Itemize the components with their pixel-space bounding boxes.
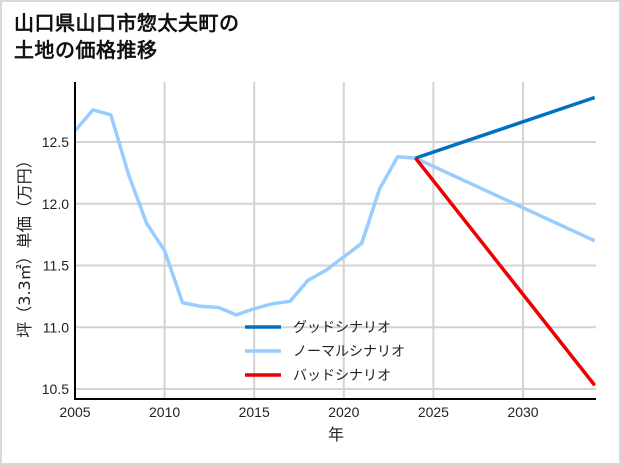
legend-label: グッドシナリオ bbox=[293, 320, 391, 336]
y-axis-title: 坪（3.3㎡）単価（万円） bbox=[15, 152, 34, 337]
chart-title: 山口県山口市惣太夫町の 土地の価格推移 bbox=[14, 11, 240, 62]
x-tick-label: 2010 bbox=[149, 404, 180, 420]
x-tick-label: 2015 bbox=[239, 404, 270, 420]
y-tick-label: 11.0 bbox=[43, 319, 69, 335]
legend-label: バッドシナリオ bbox=[293, 368, 391, 384]
x-tick-label: 2030 bbox=[507, 404, 538, 420]
x-tick-label: 2020 bbox=[328, 404, 359, 420]
x-tick-label: 2025 bbox=[418, 404, 449, 420]
y-tick-label: 11.5 bbox=[43, 258, 69, 274]
legend-label: ノーマルシナリオ bbox=[293, 344, 405, 360]
series-lines bbox=[73, 95, 597, 387]
x-tick-label: 2005 bbox=[59, 404, 90, 420]
y-tick-label: 12.5 bbox=[42, 134, 69, 150]
series-line bbox=[414, 157, 597, 387]
series-line bbox=[414, 95, 596, 160]
series-line bbox=[73, 108, 596, 317]
y-tick-label: 12.0 bbox=[42, 196, 69, 212]
tick-labels: 2005 2010 2015 2020 2025 2030 10.5 11.0 11.5 12.0… bbox=[42, 134, 539, 420]
y-tick-label: 10.5 bbox=[42, 381, 69, 397]
x-axis-title: 年 bbox=[328, 425, 344, 444]
axes bbox=[74, 82, 596, 400]
